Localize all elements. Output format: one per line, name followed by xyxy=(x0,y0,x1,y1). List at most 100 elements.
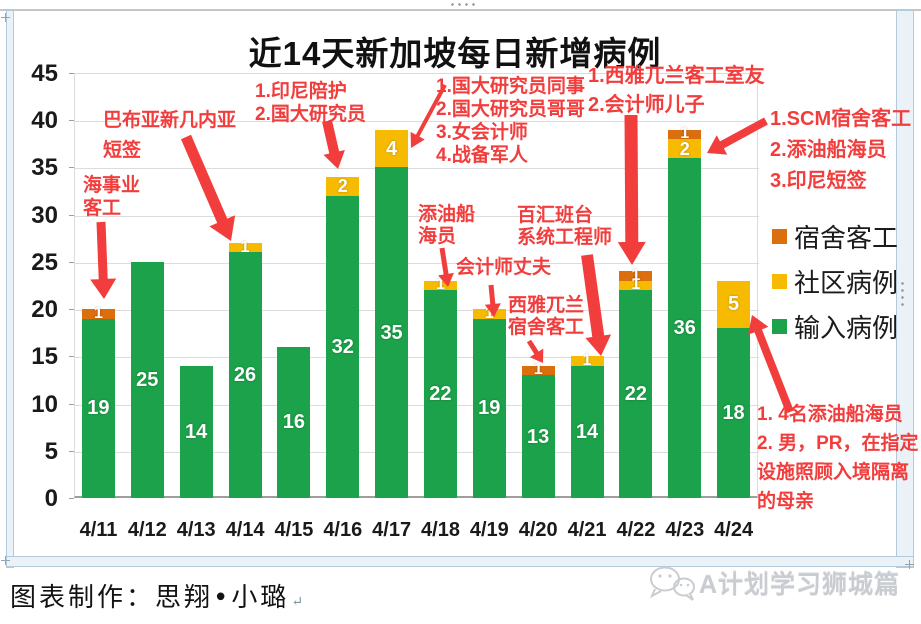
legend: 宿舍客工社区病例输入病例 xyxy=(772,214,898,349)
bar-value-label: 14 xyxy=(575,420,599,443)
x-tick-label-4/23: 4/23 xyxy=(665,519,705,541)
bar-4/23: 1 2 36 xyxy=(668,126,702,498)
segment-community-cases: 1 xyxy=(472,305,506,321)
segment-imported-cases: 19 xyxy=(81,318,115,498)
y-tick-label: 40 xyxy=(31,107,58,135)
segment-community-cases: 1 xyxy=(423,277,457,293)
credit-label: 图表制作：思翔•小璐 xyxy=(10,583,290,613)
segment-community-cases: 1 xyxy=(570,353,604,369)
x-tick-label-4/17: 4/17 xyxy=(372,519,412,541)
y-tick-label: 0 xyxy=(44,485,58,512)
gridline xyxy=(75,310,759,312)
legend-label: 社区病例 xyxy=(794,269,899,299)
bar-value-label: 22 xyxy=(429,383,452,406)
bar-value-label: 22 xyxy=(624,383,647,406)
y-tick xyxy=(69,450,74,452)
bar-value-label: 36 xyxy=(673,316,696,339)
bar-value-label: 19 xyxy=(478,397,501,420)
frame-bottom-border xyxy=(6,556,914,567)
segment-community-cases: 1 xyxy=(619,277,653,293)
x-tick-label-4/19: 4/19 xyxy=(469,519,509,541)
annotation-bunker-ship-sailor: 添油船 海员 xyxy=(418,204,476,247)
segment-community-cases: 1 xyxy=(228,239,262,255)
gridline xyxy=(75,168,759,170)
x-tick-label-4/13: 4/13 xyxy=(176,519,216,541)
y-tick-label: 15 xyxy=(31,343,58,371)
x-tick-label-4/16: 4/16 xyxy=(323,519,363,541)
annotation-nus-researcher-group: 1.国大研究员同事 2.国大研究员哥哥 3.女会计师 4.战备军人 xyxy=(436,76,585,166)
segment-imported-cases: 36 xyxy=(668,157,702,498)
top-grip-handle[interactable] xyxy=(449,3,476,6)
segment-imported-cases: 18 xyxy=(717,327,751,498)
gridline xyxy=(75,262,759,264)
bar-4/19: 1 19 xyxy=(472,305,506,498)
x-tick-label-4/18: 4/18 xyxy=(421,519,460,541)
anchor-icon[interactable] xyxy=(1,13,10,22)
legend-swatch xyxy=(772,319,787,334)
y-tick xyxy=(69,214,74,216)
gridline xyxy=(75,215,759,217)
y-tick xyxy=(69,261,74,263)
legend-swatch xyxy=(772,229,787,244)
bar-4/21: 1 14 xyxy=(570,353,604,498)
segment-imported-cases: 14 xyxy=(179,365,213,498)
segment-imported-cases: 22 xyxy=(423,290,457,498)
anchor-icon[interactable] xyxy=(905,560,914,569)
bar-4/20: 1 13 xyxy=(521,362,555,498)
x-tick-label-4/20: 4/20 xyxy=(518,519,558,541)
segment-imported-cases: 26 xyxy=(228,252,262,498)
segment-dorm-workers: 1 xyxy=(81,305,115,321)
y-tick xyxy=(69,120,74,122)
annotation-accountant-husband: 会计师丈夫 xyxy=(456,257,552,278)
segment-imported-cases: 32 xyxy=(326,195,360,498)
segment-imported-cases: 13 xyxy=(521,375,555,498)
segment-imported-cases: 22 xyxy=(619,290,653,498)
segment-dorm-workers: 1 xyxy=(668,126,702,142)
legend-label: 宿舍客工 xyxy=(794,224,899,254)
legend-swatch xyxy=(772,274,787,289)
bar-4/15: 16 xyxy=(277,346,311,498)
gridline xyxy=(75,404,759,406)
y-tick-label: 20 xyxy=(31,296,58,324)
bar-value-label: 1 xyxy=(240,238,250,256)
segment-dorm-workers: 1 xyxy=(619,268,653,284)
right-grip-handle[interactable] xyxy=(901,280,904,307)
x-tick-label-4/11: 4/11 xyxy=(79,519,118,541)
bar-value-label: 1 xyxy=(582,352,592,370)
anchor-icon[interactable] xyxy=(1,556,10,565)
segment-imported-cases: 25 xyxy=(130,261,164,498)
watermark-text: A计划学习狮城篇 xyxy=(699,571,901,599)
legend-label: 输入病例 xyxy=(794,314,899,344)
x-tick-label-4/12: 4/12 xyxy=(127,519,167,541)
bar-value-label: 2 xyxy=(679,138,690,159)
bar-value-label: 5 xyxy=(728,293,740,316)
annotation-papua-short-visit: 巴布亚新几内亚 短签 xyxy=(103,110,237,161)
segment-imported-cases: 14 xyxy=(570,365,604,498)
gridline xyxy=(75,451,759,453)
bar-value-label: 1 xyxy=(631,276,641,294)
annotation-woodlands-dorm-worker: 西雅兀兰 宿舍客工 xyxy=(508,295,585,338)
segment-imported-cases: 16 xyxy=(277,346,311,498)
annotation-scm-dorm-worker: 1.SCM宿舍客工 2.添油船海员 3.印尼短签 xyxy=(770,108,912,192)
bar-value-label: 1 xyxy=(533,361,543,379)
y-tick-label: 10 xyxy=(31,390,58,418)
bar-value-label: 13 xyxy=(527,425,550,448)
segment-community-cases: 2 xyxy=(326,176,360,196)
segment-community-cases: 4 xyxy=(375,129,409,168)
gridline xyxy=(75,357,759,359)
bar-value-label: 1 xyxy=(631,267,641,285)
y-tick xyxy=(69,403,74,405)
chart-title: 近14天新加坡每日新增病例 xyxy=(248,35,662,72)
bar-value-label: 35 xyxy=(380,321,403,344)
legend-item: 社区病例 xyxy=(772,259,898,304)
bar-value-label: 1 xyxy=(93,304,103,322)
bar-4/11: 1 19 xyxy=(81,305,115,498)
annotation-maritime-worker: 海事业 客工 xyxy=(83,175,141,219)
y-tick-label: 30 xyxy=(31,201,58,229)
bar-4/16: 2 32 xyxy=(326,176,360,498)
bar-4/24: 5 18 xyxy=(717,280,751,498)
legend-item: 宿舍客工 xyxy=(772,214,898,259)
bar-4/13: 14 xyxy=(179,365,213,498)
x-tick-label-4/15: 4/15 xyxy=(274,519,314,541)
annotation-indonesia-caregiver: 1.印尼陪护 2.国大研究员 xyxy=(255,81,366,125)
